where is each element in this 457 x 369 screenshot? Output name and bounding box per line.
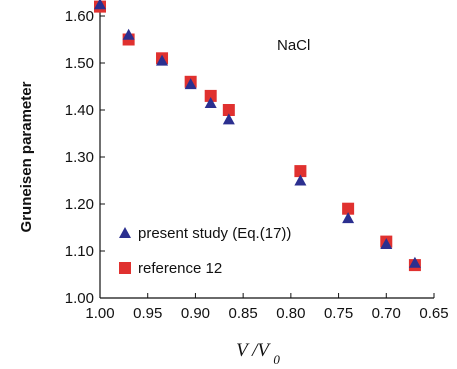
x-tick-label: 0.80 — [276, 305, 305, 322]
x-tick-label: 0.85 — [229, 305, 258, 322]
annotation-label: NaCl — [277, 37, 310, 54]
x-ticks: 1.00 0.95 0.90 0.85 0.80 0.75 0.70 0.65 — [85, 293, 449, 322]
data-point-reference-12 — [222, 104, 235, 116]
legend-item-reference-12: reference 12 — [119, 260, 222, 277]
x-tick-label: 0.95 — [133, 305, 162, 322]
y-tick-label: 1.10 — [65, 243, 94, 260]
data-point-present-study — [342, 212, 355, 224]
data-point-present-study — [380, 237, 393, 249]
x-tick-label: 0.90 — [181, 305, 210, 322]
x-tick-label: 1.00 — [85, 305, 114, 322]
data-markers — [94, 0, 421, 272]
axes — [99, 10, 434, 299]
x-tick-label: 0.75 — [324, 305, 353, 322]
data-point-present-study — [408, 256, 421, 268]
x-tick-label: 0.65 — [419, 305, 448, 322]
data-point-present-study — [184, 78, 197, 90]
y-ticks: 1.00 1.10 1.20 1.30 1.40 1.50 1.60 — [65, 8, 105, 307]
legend-marker-triangle — [119, 227, 131, 238]
y-axis-label: Gruneisen parameter — [18, 81, 35, 232]
data-point-present-study — [94, 0, 106, 10]
data-point-reference-12 — [294, 165, 307, 178]
x-axis-label-main: V /V — [236, 340, 271, 361]
data-point-reference-12 — [204, 89, 217, 102]
y-tick-label: 1.00 — [65, 290, 94, 307]
legend: present study (Eq.(17)) reference 12 — [119, 225, 291, 277]
data-point-present-study — [204, 96, 217, 108]
x-axis-label-subscript: 0 — [273, 352, 280, 367]
legend-marker-square — [119, 262, 131, 274]
x-axis-label: V /V 0 — [236, 340, 280, 367]
data-point-present-study — [222, 113, 235, 125]
data-point-present-study — [122, 28, 135, 40]
legend-label-reference-12: reference 12 — [138, 260, 222, 277]
y-tick-label: 1.30 — [65, 149, 94, 166]
x-tick-label: 0.70 — [372, 305, 401, 322]
y-tick-label: 1.60 — [65, 8, 94, 25]
data-point-present-study — [294, 174, 307, 186]
legend-label-present-study: present study (Eq.(17)) — [138, 225, 291, 242]
y-tick-label: 1.40 — [65, 102, 94, 119]
data-point-present-study — [156, 54, 169, 66]
legend-item-present-study: present study (Eq.(17)) — [119, 225, 291, 242]
y-tick-label: 1.20 — [65, 196, 94, 213]
y-tick-label: 1.50 — [65, 55, 94, 72]
data-point-reference-12 — [342, 202, 355, 215]
